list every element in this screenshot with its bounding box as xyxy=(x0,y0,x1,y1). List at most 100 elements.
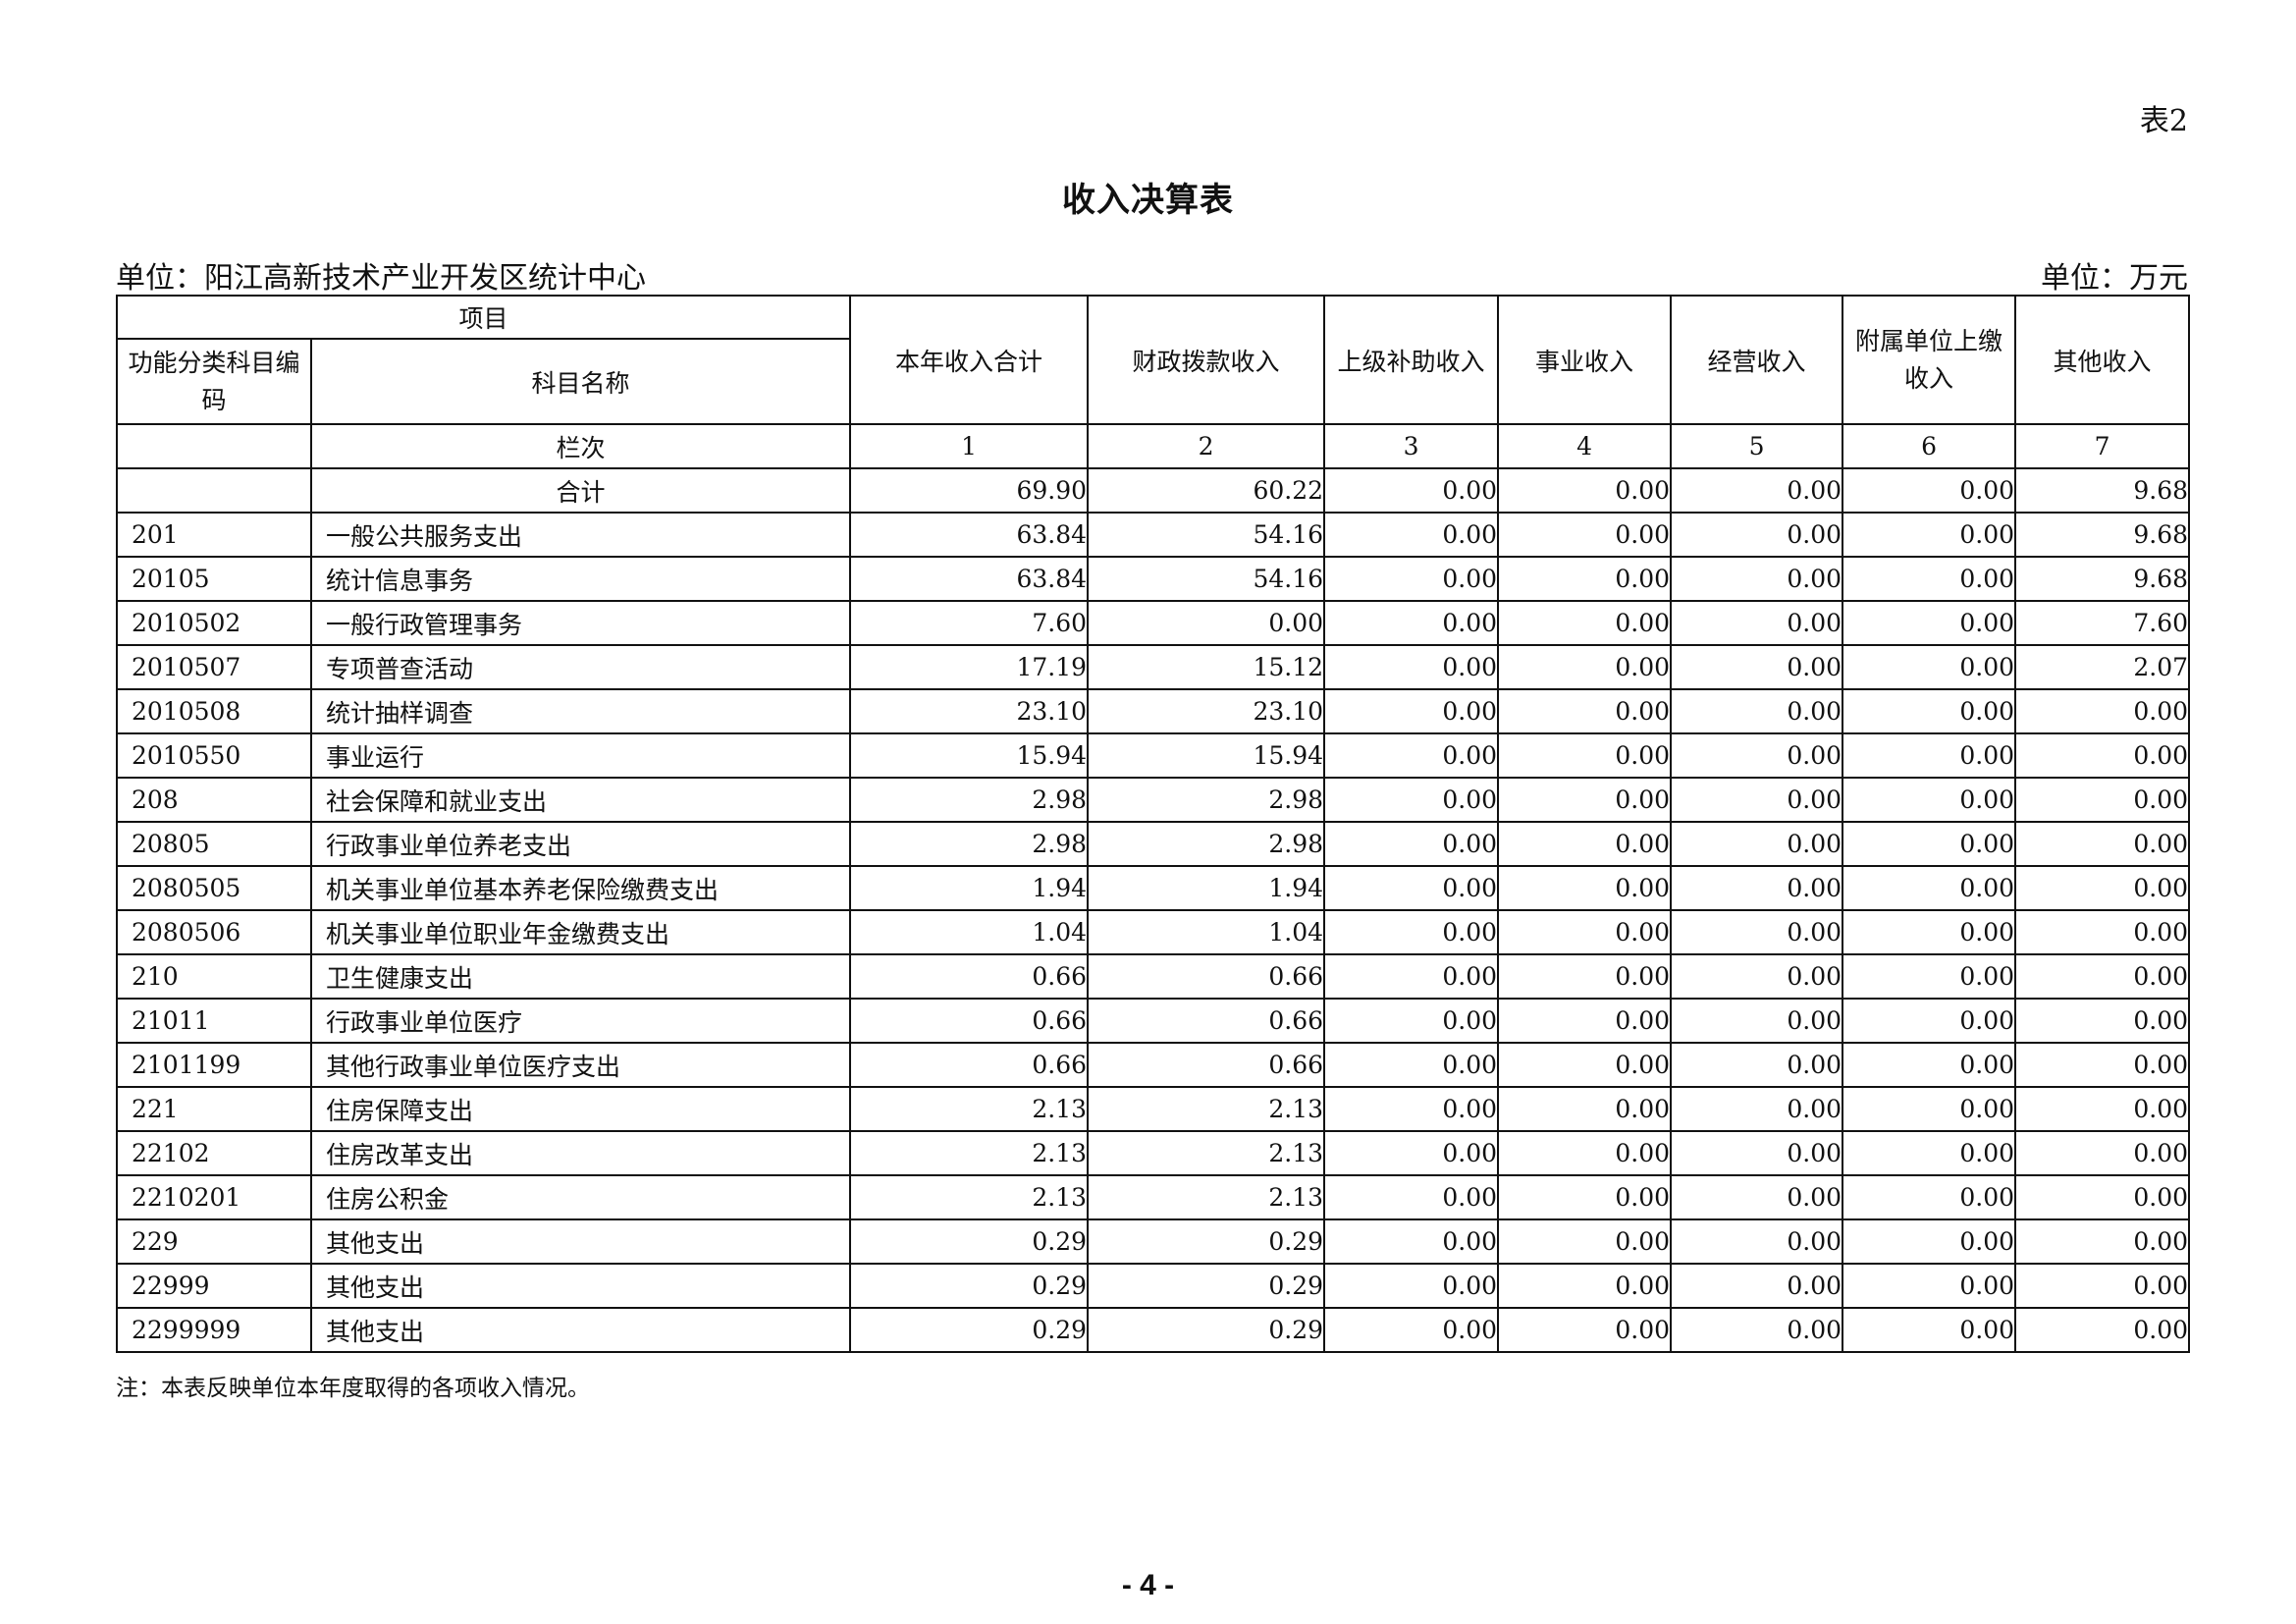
row-value: 0.00 xyxy=(1670,953,1844,1000)
row-value: 9.68 xyxy=(2014,512,2191,558)
row-value: 2.13 xyxy=(849,1174,1090,1220)
total-value: 0.00 xyxy=(1323,467,1500,514)
table-row: 2010507 专项普查活动 17.19 15.12 0.00 0.00 0.00 0.00 2… xyxy=(116,644,2191,690)
row-name: 卫生健康支出 xyxy=(309,953,852,1000)
row-value: 0.00 xyxy=(1670,821,1844,867)
row-value: 17.19 xyxy=(849,644,1090,690)
header-col-2: 财政拨款收入 xyxy=(1087,295,1326,425)
index-5: 5 xyxy=(1670,423,1844,469)
total-label: 合计 xyxy=(309,467,852,514)
row-name: 住房保障支出 xyxy=(309,1086,852,1132)
row-value: 0.00 xyxy=(1323,1263,1500,1309)
row-code: 2101199 xyxy=(116,1042,312,1088)
row-value: 0.00 xyxy=(1842,821,2017,867)
row-value: 0.00 xyxy=(1497,821,1673,867)
row-value: 0.00 xyxy=(2014,1042,2191,1088)
row-code: 2010550 xyxy=(116,732,312,779)
total-value: 9.68 xyxy=(2014,467,2191,514)
row-value: 2.13 xyxy=(849,1086,1090,1132)
row-value: 0.00 xyxy=(1842,600,2017,646)
row-code: 2210201 xyxy=(116,1174,312,1220)
income-table: 项目 本年收入合计 财政拨款收入 上级补助收入 事业收入 经营收入 附属单位上缴… xyxy=(115,295,2191,1353)
row-value: 0.00 xyxy=(1497,644,1673,690)
row-value: 0.00 xyxy=(1842,998,2017,1044)
row-name: 统计抽样调查 xyxy=(309,688,852,734)
page-number: - 4 - xyxy=(1121,1569,1175,1601)
index-2: 2 xyxy=(1087,423,1326,469)
row-code: 2010502 xyxy=(116,600,312,646)
table-note: 注：本表反映单位本年度取得的各项收入情况。 xyxy=(116,1376,590,1401)
table-row: 2010550 事业运行 15.94 15.94 0.00 0.00 0.00 0.00 0.0… xyxy=(116,732,2191,779)
row-value: 0.00 xyxy=(1497,953,1673,1000)
row-value: 0.66 xyxy=(849,998,1090,1044)
row-value: 0.00 xyxy=(1670,1307,1844,1353)
row-value: 0.00 xyxy=(1497,1174,1673,1220)
row-value: 0.66 xyxy=(1087,998,1326,1044)
row-value: 0.00 xyxy=(2014,1174,2191,1220)
table-row: 20805 行政事业单位养老支出 2.98 2.98 0.00 0.00 0.00 0.00 0… xyxy=(116,821,2191,867)
row-value: 0.00 xyxy=(1323,1086,1500,1132)
table-row: 2210201 住房公积金 2.13 2.13 0.00 0.00 0.00 0.00 0.00 xyxy=(116,1174,2191,1220)
row-value: 0.00 xyxy=(1670,1086,1844,1132)
row-value: 2.13 xyxy=(1087,1130,1326,1176)
row-code: 20105 xyxy=(116,556,312,602)
row-name: 其他支出 xyxy=(309,1263,852,1309)
row-name: 事业运行 xyxy=(309,732,852,779)
row-code: 2010508 xyxy=(116,688,312,734)
row-name: 社会保障和就业支出 xyxy=(309,777,852,823)
row-value: 0.00 xyxy=(1842,1130,2017,1176)
row-value: 0.00 xyxy=(1323,732,1500,779)
row-code: 20805 xyxy=(116,821,312,867)
row-value: 0.00 xyxy=(1842,1218,2017,1265)
row-value: 0.29 xyxy=(1087,1307,1326,1353)
row-value: 0.00 xyxy=(2014,953,2191,1000)
table-row: 22999 其他支出 0.29 0.29 0.00 0.00 0.00 0.00 0.00 xyxy=(116,1263,2191,1309)
row-value: 0.00 xyxy=(2014,732,2191,779)
row-value: 0.00 xyxy=(1842,732,2017,779)
row-name: 统计信息事务 xyxy=(309,556,852,602)
row-name: 其他行政事业单位医疗支出 xyxy=(309,1042,852,1088)
row-value: 54.16 xyxy=(1087,512,1326,558)
index-label: 栏次 xyxy=(309,423,852,469)
header-row-1: 项目 本年收入合计 财政拨款收入 上级补助收入 事业收入 经营收入 附属单位上缴… xyxy=(115,295,2191,425)
row-value: 0.00 xyxy=(1670,1130,1844,1176)
row-value: 2.07 xyxy=(2014,644,2191,690)
row-value: 0.00 xyxy=(1323,644,1500,690)
row-value: 0.66 xyxy=(849,1042,1090,1088)
row-value: 0.29 xyxy=(849,1307,1090,1353)
row-value: 2.13 xyxy=(1087,1086,1326,1132)
header-col-6: 附属单位上缴收入 xyxy=(1842,295,2017,425)
index-row: 栏次 1 2 3 4 5 6 7 xyxy=(116,423,2191,469)
row-value: 1.04 xyxy=(849,909,1090,955)
row-value: 0.00 xyxy=(1497,1042,1673,1088)
row-value: 0.00 xyxy=(1497,998,1673,1044)
row-code: 210 xyxy=(116,953,312,1000)
row-value: 0.00 xyxy=(1842,1086,2017,1132)
row-value: 2.98 xyxy=(1087,777,1326,823)
row-value: 0.00 xyxy=(1323,688,1500,734)
row-value: 2.98 xyxy=(849,777,1090,823)
row-value: 2.98 xyxy=(1087,821,1326,867)
row-value: 0.00 xyxy=(1497,688,1673,734)
row-value: 0.00 xyxy=(2014,1263,2191,1309)
row-value: 0.00 xyxy=(1670,777,1844,823)
row-value: 0.00 xyxy=(1323,1307,1500,1353)
table-row: 210 卫生健康支出 0.66 0.66 0.00 0.00 0.00 0.00 0.00 xyxy=(116,953,2191,1000)
unit-currency: 单位：万元 xyxy=(2041,261,2188,296)
row-value: 54.16 xyxy=(1087,556,1326,602)
row-value: 0.66 xyxy=(1087,1042,1326,1088)
row-value: 0.00 xyxy=(1497,1086,1673,1132)
row-value: 63.84 xyxy=(849,556,1090,602)
row-value: 0.00 xyxy=(1670,688,1844,734)
page-title: 收入决算表 xyxy=(1062,181,1234,220)
row-value: 0.00 xyxy=(1497,1263,1673,1309)
row-value: 0.00 xyxy=(1497,1130,1673,1176)
row-value: 0.00 xyxy=(1842,688,2017,734)
row-value: 0.00 xyxy=(1842,1174,2017,1220)
header-col-1: 本年收入合计 xyxy=(849,295,1090,425)
table-row: 208 社会保障和就业支出 2.98 2.98 0.00 0.00 0.00 0.00 0.00 xyxy=(116,777,2191,823)
row-name: 机关事业单位基本养老保险缴费支出 xyxy=(309,865,852,911)
row-value: 0.00 xyxy=(1323,1042,1500,1088)
row-value: 2.98 xyxy=(849,821,1090,867)
row-value: 2.13 xyxy=(849,1130,1090,1176)
